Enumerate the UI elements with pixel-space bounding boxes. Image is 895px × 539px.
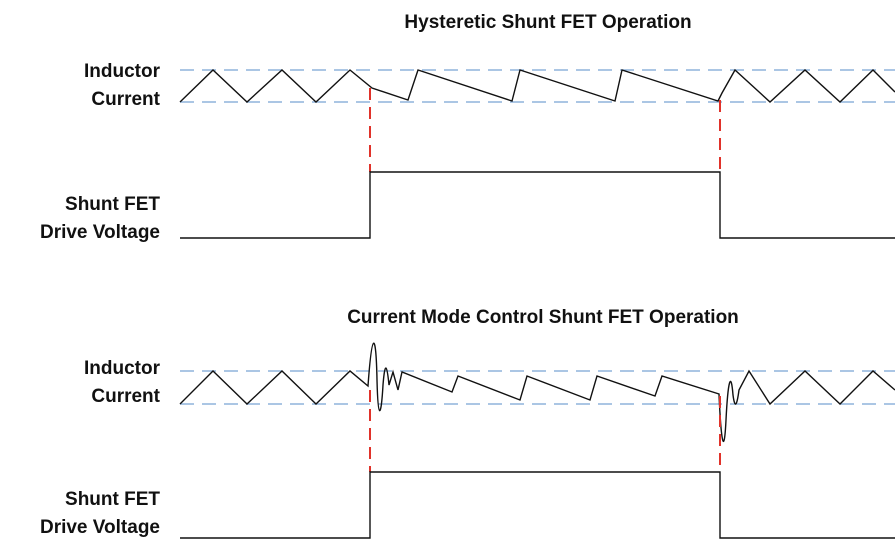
- drive-voltage-wave: [180, 171, 895, 239]
- panel-title: Current Mode Control Shunt FET Operation: [347, 307, 739, 328]
- label: Drive Voltage: [40, 222, 160, 243]
- label: Current: [91, 386, 160, 407]
- label: Shunt FET: [65, 194, 160, 215]
- label: Inductor: [84, 61, 161, 82]
- label: Drive Voltage: [40, 517, 160, 538]
- label: Shunt FET: [65, 489, 160, 510]
- inductor-current-wave: [179, 342, 895, 443]
- inductor-current-wave: [179, 68, 895, 103]
- label: Inductor: [84, 358, 161, 379]
- drive-voltage-wave: [180, 471, 895, 539]
- panel-title: Hysteretic Shunt FET Operation: [404, 12, 691, 33]
- label: Current: [91, 89, 160, 110]
